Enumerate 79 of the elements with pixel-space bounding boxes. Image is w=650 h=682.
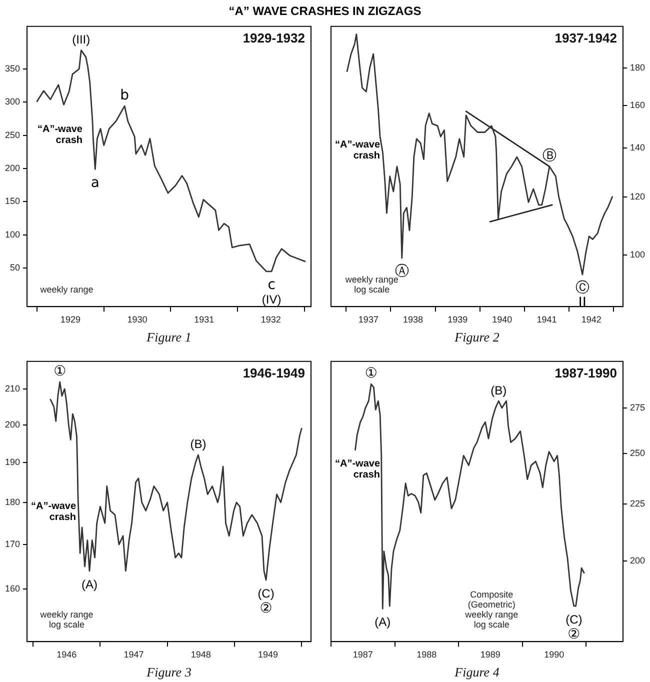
- x-tick-label: 1946: [56, 649, 77, 660]
- annotation: “A”-wave crash: [31, 501, 76, 524]
- annotation: ②: [568, 626, 580, 643]
- y-tick-label: 200: [4, 419, 20, 430]
- annotation: ②: [260, 600, 272, 617]
- x-tick-label: 1941: [536, 314, 557, 324]
- x-tick-label: 1932: [260, 314, 281, 324]
- annotation: log scale: [354, 284, 390, 295]
- x-tick-label: 1929: [60, 314, 80, 324]
- x-tick-label: 1931: [194, 314, 214, 324]
- x-axis-title: Figure 2: [454, 330, 500, 345]
- annotation: “A”-wave crash: [335, 458, 380, 480]
- y-tick-label: 170: [4, 539, 20, 549]
- x-tick-label: 1940: [492, 314, 512, 324]
- y-tick-label: 200: [630, 555, 646, 566]
- y-tick-label: 225: [630, 498, 646, 509]
- x-tick-label: 1949: [258, 649, 278, 660]
- chart-subtitle: 1946-1949: [242, 365, 305, 380]
- y-tick-label: 250: [630, 448, 646, 458]
- annotation: (III): [72, 32, 90, 47]
- y-tick-label: 180: [4, 496, 20, 507]
- x-tick-label: 1939: [448, 314, 468, 324]
- y-tick-label: 100: [630, 249, 646, 260]
- annotation: (Geometric): [468, 600, 516, 610]
- y-tick-label: 150: [4, 196, 20, 206]
- y-tick-label: 140: [630, 142, 646, 152]
- x-axis-title: Figure 3: [146, 664, 192, 680]
- annotation: Ⓒ: [575, 280, 590, 296]
- annotation: (A): [81, 577, 98, 592]
- y-tick-label: 210: [4, 383, 20, 394]
- x-tick-label: 1938: [403, 314, 424, 324]
- y-tick-label: 120: [630, 191, 646, 202]
- y-tick-label: 200: [4, 162, 20, 173]
- annotation: (B): [190, 437, 206, 452]
- x-tick-label: 1989: [480, 649, 500, 660]
- y-tick-label: 180: [630, 62, 646, 72]
- y-tick-label: 50: [10, 262, 20, 273]
- annotation: weekly range: [39, 610, 94, 620]
- annotation: weekly range: [464, 610, 518, 620]
- x-tick-label: 1990: [544, 649, 564, 660]
- annotation: weekly range: [344, 274, 398, 285]
- annotation: Composite: [470, 590, 514, 600]
- annotation: a: [90, 174, 100, 191]
- y-tick-label: 250: [4, 130, 20, 140]
- chart-subtitle: 1937-1942: [554, 30, 617, 46]
- x-axis-title: Figure 1: [146, 330, 192, 345]
- y-tick-label: 100: [4, 229, 20, 240]
- y-tick-label: 300: [4, 96, 20, 107]
- y-tick-label: 160: [630, 100, 646, 110]
- annotation: (C): [258, 586, 274, 600]
- x-tick-label: 1930: [127, 314, 148, 324]
- annotation: log scale: [49, 620, 85, 630]
- x-tick-label: 1987: [352, 649, 373, 660]
- annotation: c: [268, 277, 276, 294]
- y-tick-label: 275: [630, 402, 646, 412]
- x-tick-label: 1988: [416, 649, 437, 660]
- annotation: “A”-wave crash: [335, 139, 380, 162]
- annotation: (B): [490, 383, 507, 398]
- x-tick-label: 1942: [581, 314, 602, 324]
- annotation: “A”-wave crash: [37, 124, 83, 146]
- annotation: b: [120, 88, 130, 104]
- x-tick-label: 1947: [124, 649, 144, 660]
- x-tick-label: 1937: [358, 314, 378, 324]
- x-tick-label: 1948: [190, 649, 211, 660]
- annotation: ①: [54, 364, 66, 380]
- annotation: (C): [566, 612, 582, 626]
- y-tick-label: 190: [4, 457, 20, 468]
- annotation: weekly range: [39, 284, 94, 295]
- annotation: Ⓑ: [542, 148, 556, 164]
- y-tick-label: 350: [4, 63, 20, 74]
- chart-subtitle: 1987-1990: [554, 365, 617, 380]
- annotation: (IV): [262, 292, 282, 307]
- annotation: log scale: [474, 620, 510, 630]
- x-axis-title: Figure 4: [454, 664, 500, 680]
- chart-subtitle: 1929-1932: [242, 30, 305, 46]
- annotation: (A): [374, 614, 391, 629]
- annotation: ①: [364, 366, 378, 382]
- y-tick-label: 160: [4, 584, 20, 594]
- chart-title: “A” WAVE CRASHES IN ZIGZAGS: [228, 4, 422, 18]
